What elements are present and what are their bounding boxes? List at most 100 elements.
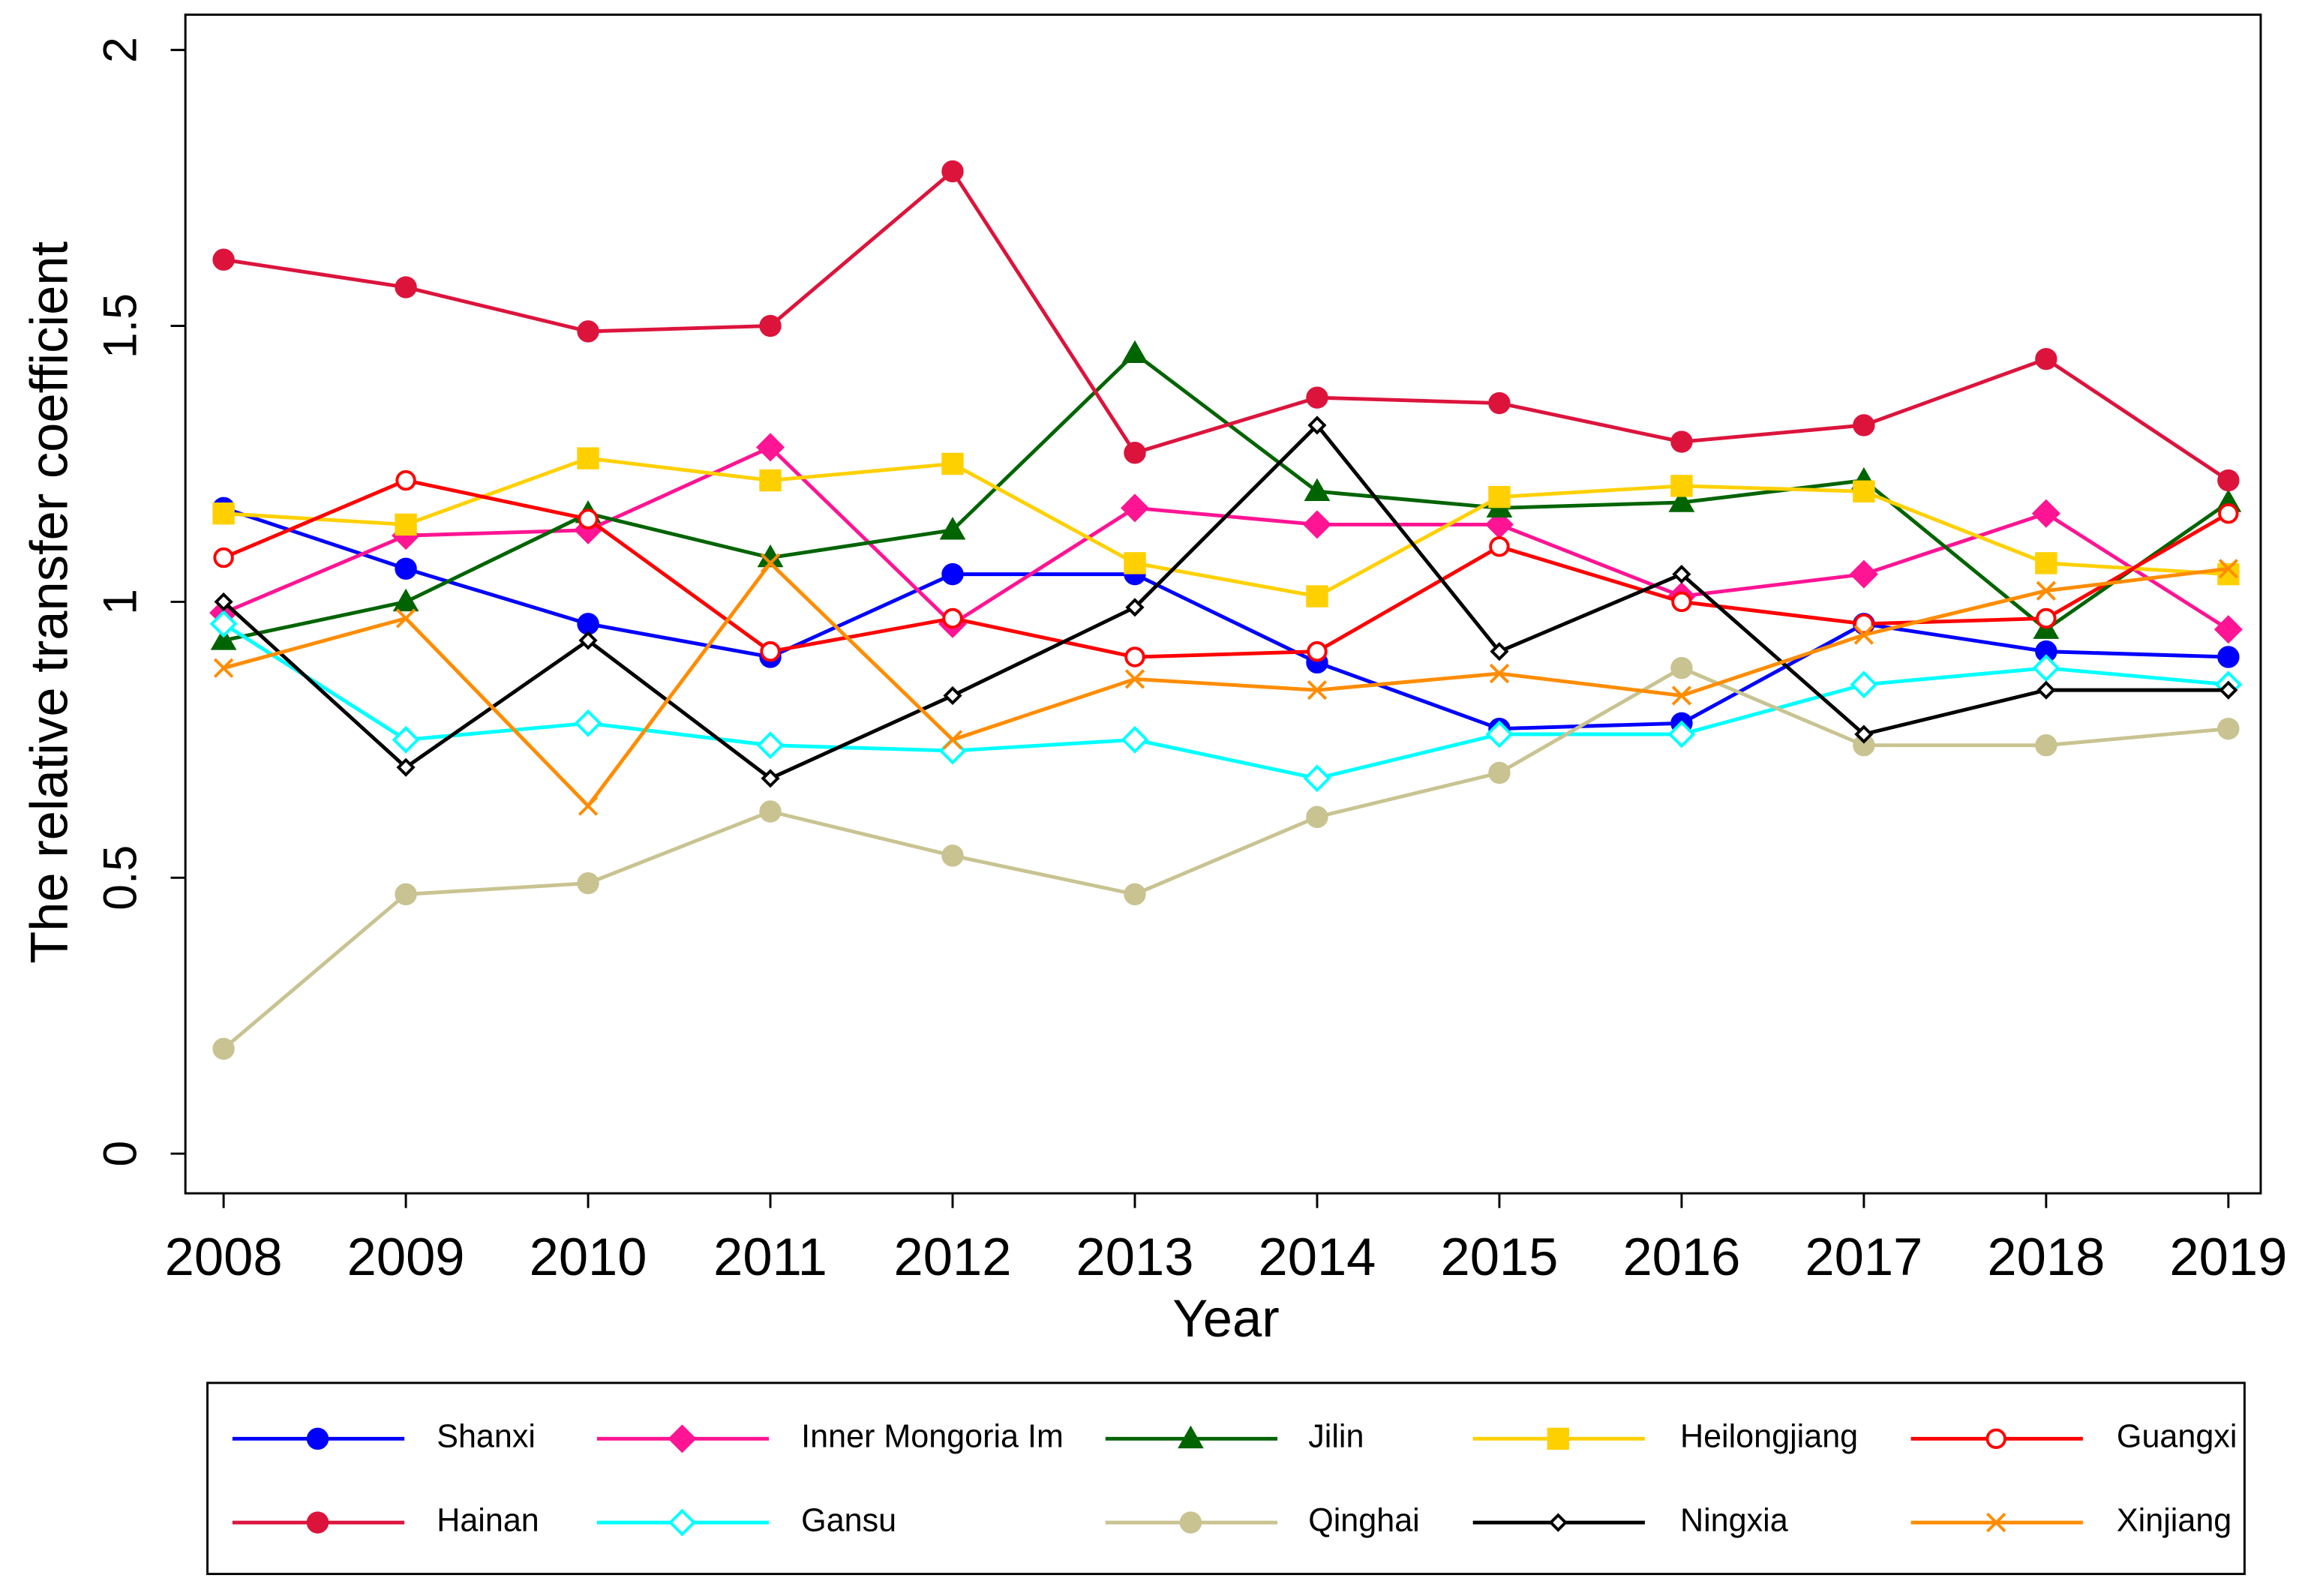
data-point <box>1670 657 1693 680</box>
data-point <box>1306 585 1328 608</box>
x-tick-label: 2014 <box>1259 1227 1376 1286</box>
legend-label: Hainan <box>437 1502 539 1538</box>
data-point <box>942 730 963 750</box>
data-point <box>395 608 416 628</box>
data-point <box>756 433 785 462</box>
data-point <box>2035 552 2057 574</box>
legend-marker <box>1178 1425 1204 1449</box>
data-point <box>578 796 599 816</box>
data-point <box>1671 591 1692 613</box>
data-point <box>392 588 419 612</box>
legend-marker <box>306 1511 329 1534</box>
data-point <box>2219 680 2238 700</box>
legend-marker <box>668 1424 697 1454</box>
data-point <box>2213 615 2243 644</box>
data-point <box>1671 686 1692 706</box>
data-point <box>213 547 234 568</box>
data-point <box>395 883 417 906</box>
legend: Shanxi Inner Mongoria Im Jilin Heilongjiang… <box>232 1419 2237 1538</box>
data-point <box>943 686 962 706</box>
data-point <box>2035 347 2057 370</box>
data-point <box>759 800 782 823</box>
data-point <box>1850 670 1878 699</box>
data-point <box>756 731 785 760</box>
data-point <box>941 844 964 867</box>
data-point <box>213 658 234 678</box>
data-point <box>1853 480 1875 502</box>
legend-box <box>206 1382 2246 1576</box>
data-point <box>1120 494 1150 523</box>
data-point <box>2031 499 2060 528</box>
data-point <box>2218 502 2239 524</box>
data-point <box>759 314 782 338</box>
data-point <box>1485 720 1514 748</box>
data-point <box>1670 430 1693 453</box>
x-tick-label: 2010 <box>530 1227 647 1286</box>
data-point <box>1307 416 1327 435</box>
data-point <box>1307 680 1328 700</box>
series-line <box>223 478 2230 659</box>
data-point <box>1306 386 1328 409</box>
data-point <box>1124 883 1146 906</box>
data-point <box>1124 442 1146 464</box>
data-point <box>1488 485 1511 508</box>
data-point <box>941 562 964 586</box>
data-point <box>395 557 417 580</box>
data-point <box>212 502 235 525</box>
x-tick-label: 2017 <box>1805 1227 1922 1286</box>
x-tick-label: 2012 <box>894 1227 1012 1286</box>
data-point <box>1121 725 1149 754</box>
y-tick-label: 1 <box>94 589 146 615</box>
data-point <box>761 769 780 788</box>
series-line <box>223 445 2230 632</box>
legend-marker <box>1179 1511 1202 1534</box>
data-point <box>2036 608 2057 629</box>
x-axis-title: Year <box>1172 1288 1280 1348</box>
legend-label: Jilin <box>1308 1419 1364 1455</box>
data-point <box>1304 478 1331 501</box>
data-point <box>1488 761 1511 784</box>
data-point <box>2217 469 2240 492</box>
legend-marker <box>1547 1427 1570 1450</box>
data-point <box>1121 340 1148 364</box>
data-point <box>212 248 235 271</box>
y-tick-label: 2 <box>94 37 146 63</box>
data-point <box>1672 565 1691 584</box>
data-point <box>1854 724 1874 744</box>
data-point <box>1489 663 1510 684</box>
y-tick-label: 0 <box>94 1141 146 1167</box>
legend-label: Shanxi <box>437 1419 536 1455</box>
x-tick-label: 2016 <box>1622 1227 1740 1286</box>
legend-label: Heilongjiang <box>1680 1419 1858 1455</box>
data-point <box>1853 414 1875 436</box>
plot-frame <box>184 14 2262 1195</box>
data-point <box>2032 654 2060 682</box>
legend-label: Qinghai <box>1308 1502 1420 1538</box>
data-point <box>396 758 416 777</box>
data-point <box>2035 734 2057 757</box>
x-tick-label: 2019 <box>2169 1227 2287 1286</box>
legend-marker <box>1985 1428 2006 1450</box>
y-tick-label: 0.5 <box>94 845 146 910</box>
legend-label: Guangxi <box>2117 1419 2237 1455</box>
data-point <box>941 160 964 183</box>
legend-label: Xinjiang <box>2117 1502 2231 1538</box>
data-point <box>938 736 967 765</box>
data-point <box>2036 580 2057 601</box>
data-point <box>578 508 599 530</box>
data-point <box>1124 552 1146 574</box>
data-point <box>1307 640 1328 662</box>
series-line <box>223 456 2228 598</box>
data-point <box>1302 510 1331 539</box>
data-point <box>1853 614 1874 634</box>
data-point <box>209 610 238 638</box>
data-point <box>760 553 781 574</box>
data-point <box>395 513 417 536</box>
data-point <box>941 452 964 476</box>
data-point <box>210 627 237 650</box>
legend-marker <box>1986 1512 2006 1533</box>
legend-marker <box>306 1427 329 1450</box>
data-point <box>1306 806 1328 829</box>
data-point <box>1488 392 1511 415</box>
